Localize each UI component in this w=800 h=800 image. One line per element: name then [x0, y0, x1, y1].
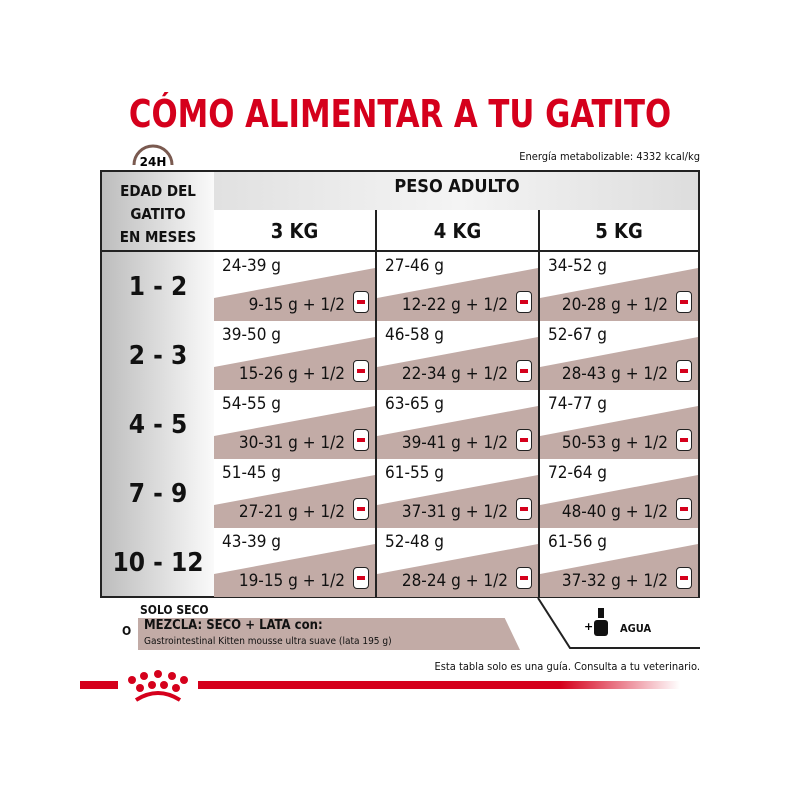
legend-product: Gastrointestinal Kitten mousse ultra sua…	[144, 636, 392, 647]
mix-amount: 48-40 g + 1/2	[561, 502, 668, 522]
age-range: 10 - 12	[112, 548, 204, 578]
water-label: AGUA	[620, 622, 652, 635]
mix-amount: 37-32 g + 1/2	[561, 571, 668, 591]
feeding-cell: 61-56 g 37-32 g + 1/2	[540, 528, 698, 597]
legend-mix: MEZCLA: SECO + LATA con:	[144, 618, 323, 633]
page-title: CÓMO ALIMENTAR A TU GATITO	[128, 92, 672, 136]
royal-canin-crown-logo	[118, 668, 198, 708]
wet-food-can-icon	[676, 429, 692, 451]
weight-col-3kg: 3 KG	[214, 210, 375, 252]
age-range: 2 - 3	[128, 341, 188, 371]
disclaimer: Esta tabla solo es una guía. Consulta a …	[434, 660, 700, 673]
age-column	[102, 172, 214, 596]
feeding-cell: 51-45 g 27-21 g + 1/2	[214, 459, 375, 528]
dry-amount: 63-65 g	[385, 394, 445, 414]
wet-food-can-icon	[516, 360, 532, 382]
feeding-cell: 61-55 g 37-31 g + 1/2	[377, 459, 538, 528]
weight-col-4kg: 4 KG	[377, 210, 538, 252]
mix-amount: 22-34 g + 1/2	[401, 364, 508, 384]
wet-food-can-icon	[676, 360, 692, 382]
svg-text:+: +	[584, 620, 593, 633]
feeding-cell: 72-64 g 48-40 g + 1/2	[540, 459, 698, 528]
mix-amount: 27-21 g + 1/2	[238, 502, 345, 522]
weight-header: PESO ADULTO	[394, 176, 520, 197]
dry-amount: 61-56 g	[548, 532, 608, 552]
mix-amount: 28-24 g + 1/2	[401, 571, 508, 591]
dry-amount: 51-45 g	[222, 463, 282, 483]
feeding-cell: 43-39 g 19-15 g + 1/2	[214, 528, 375, 597]
feeding-cell: 39-50 g 15-26 g + 1/2	[214, 321, 375, 390]
feeding-cell: 24-39 g 9-15 g + 1/2	[214, 252, 375, 321]
wet-food-can-icon	[353, 429, 369, 451]
mix-amount: 19-15 g + 1/2	[238, 571, 345, 591]
legend-mix-band	[138, 618, 520, 650]
feeding-cell: 27-46 g 12-22 g + 1/2	[377, 252, 538, 321]
wet-food-can-icon	[516, 291, 532, 313]
feeding-cell: 74-77 g 50-53 g + 1/2	[540, 390, 698, 459]
legend-or: O	[122, 624, 132, 638]
mix-amount: 20-28 g + 1/2	[561, 295, 668, 315]
wet-food-can-icon	[676, 567, 692, 589]
dry-amount: 24-39 g	[222, 256, 282, 276]
age-header-line: EDAD DEL	[120, 182, 196, 200]
svg-text:24H: 24H	[140, 155, 167, 169]
dry-amount: 54-55 g	[222, 394, 282, 414]
wet-food-can-icon	[516, 498, 532, 520]
feeding-cell: 63-65 g 39-41 g + 1/2	[377, 390, 538, 459]
age-range: 4 - 5	[128, 410, 188, 440]
mix-amount: 12-22 g + 1/2	[401, 295, 508, 315]
divider	[538, 210, 540, 596]
brand-bar	[80, 681, 680, 689]
feeding-table: EDAD DEL GATITO EN MESES PESO ADULTO 3 K…	[100, 170, 700, 598]
wet-food-can-icon	[676, 291, 692, 313]
mix-amount: 39-41 g + 1/2	[401, 433, 508, 453]
age-header-line: EN MESES	[119, 228, 197, 246]
energy-label: Energía metabolizable: 4332 kcal/kg	[519, 150, 700, 163]
mix-amount: 30-31 g + 1/2	[238, 433, 345, 453]
dry-amount: 27-46 g	[385, 256, 445, 276]
feeding-cell: 52-67 g 28-43 g + 1/2	[540, 321, 698, 390]
feeding-cell: 52-48 g 28-24 g + 1/2	[377, 528, 538, 597]
mix-amount: 9-15 g + 1/2	[248, 295, 345, 315]
wet-food-can-icon	[353, 291, 369, 313]
divider	[375, 210, 377, 596]
divider	[102, 250, 698, 252]
dry-amount: 74-77 g	[548, 394, 608, 414]
water-bowl-icon	[594, 620, 608, 636]
feeding-cell: 34-52 g 20-28 g + 1/2	[540, 252, 698, 321]
wet-food-can-icon	[353, 360, 369, 382]
age-range: 7 - 9	[128, 479, 188, 509]
dry-amount: 52-67 g	[548, 325, 608, 345]
dry-amount: 39-50 g	[222, 325, 282, 345]
dry-amount: 43-39 g	[222, 532, 282, 552]
mix-amount: 37-31 g + 1/2	[401, 502, 508, 522]
dry-amount: 46-58 g	[385, 325, 445, 345]
dry-amount: 72-64 g	[548, 463, 608, 483]
mix-amount: 28-43 g + 1/2	[561, 364, 668, 384]
age-header-line: GATITO	[130, 205, 186, 223]
dry-amount: 52-48 g	[385, 532, 445, 552]
age-range: 1 - 2	[128, 272, 188, 302]
clock-24h-icon: 24H	[130, 133, 176, 173]
mix-amount: 15-26 g + 1/2	[238, 364, 345, 384]
wet-food-can-icon	[676, 498, 692, 520]
dry-amount: 34-52 g	[548, 256, 608, 276]
wet-food-can-icon	[353, 567, 369, 589]
wet-food-can-icon	[516, 567, 532, 589]
feeding-cell: 46-58 g 22-34 g + 1/2	[377, 321, 538, 390]
legend-dry-only: SOLO SECO	[140, 603, 209, 617]
feeding-cell: 54-55 g 30-31 g + 1/2	[214, 390, 375, 459]
mix-amount: 50-53 g + 1/2	[561, 433, 668, 453]
wet-food-can-icon	[516, 429, 532, 451]
age-header: EDAD DEL GATITO EN MESES	[102, 180, 214, 249]
wet-food-can-icon	[353, 498, 369, 520]
dry-amount: 61-55 g	[385, 463, 445, 483]
weight-col-5kg: 5 KG	[540, 210, 698, 252]
water-box: +	[530, 597, 700, 650]
